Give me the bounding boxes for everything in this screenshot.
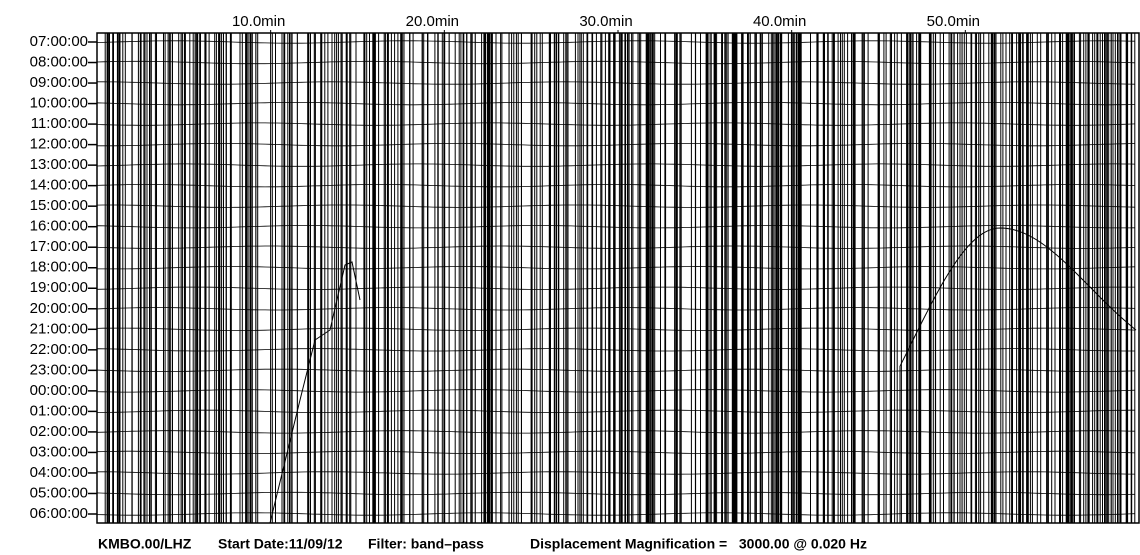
trace-line — [96, 122, 1136, 126]
trace-clipping — [104, 33, 1136, 523]
row-label: 06:00:00 — [30, 505, 88, 522]
trace-line — [96, 286, 1135, 290]
trace-line — [96, 163, 1136, 167]
start-date: Start Date:11/09/12 — [218, 536, 343, 552]
row-label: 03:00:00 — [30, 443, 88, 460]
row-label: 00:00:00 — [30, 382, 88, 399]
trace-line — [96, 81, 1136, 85]
x-tick-label: 10.0min — [232, 13, 285, 30]
row-label: 07:00:00 — [30, 33, 88, 50]
magnification: Displacement Magnification = 3000.00 @ 0… — [530, 536, 867, 552]
station: KMBO.00/LHZ — [98, 536, 192, 552]
plot-frame — [96, 32, 1140, 524]
trace-line — [96, 266, 1136, 270]
trace-line — [96, 348, 1135, 352]
row-label: 14:00:00 — [30, 177, 88, 194]
row-label: 10:00:00 — [30, 95, 88, 112]
row-label: 11:00:00 — [31, 115, 88, 132]
row-label: 04:00:00 — [30, 464, 88, 481]
trace-line — [96, 327, 1136, 331]
row-label: 23:00:00 — [30, 361, 88, 378]
row-label: 16:00:00 — [30, 218, 88, 235]
row-label: 12:00:00 — [30, 136, 88, 153]
x-tick-label: 50.0min — [927, 13, 980, 30]
row-label: 22:00:00 — [30, 341, 88, 358]
row-label: 20:00:00 — [30, 300, 88, 317]
x-tick-label: 30.0min — [579, 13, 632, 30]
trace-line — [96, 368, 1136, 372]
trace-line — [96, 512, 1136, 516]
trace-line — [96, 430, 1136, 434]
trace-line — [96, 471, 1135, 475]
trace-line — [96, 143, 1136, 147]
trace-curve — [899, 227, 1137, 523]
trace-line — [96, 245, 1136, 249]
row-label: 19:00:00 — [30, 279, 88, 296]
row-label: 08:00:00 — [30, 53, 88, 70]
trace-line — [96, 491, 1136, 496]
traces — [96, 33, 1137, 524]
trace-line — [96, 40, 1136, 44]
row-label: 17:00:00 — [30, 238, 88, 255]
trace-line — [96, 184, 1136, 188]
trace-line — [96, 307, 1136, 311]
trace-line — [96, 60, 1136, 65]
trace-line — [96, 204, 1136, 208]
filter: Filter: band–pass — [368, 536, 484, 552]
row-label: 02:00:00 — [30, 423, 88, 440]
row-label: 18:00:00 — [30, 259, 88, 276]
x-tick-label: 20.0min — [406, 13, 459, 30]
row-label: 21:00:00 — [30, 320, 88, 337]
trace-line — [96, 225, 1136, 229]
trace-line — [96, 450, 1136, 454]
trace-line — [96, 409, 1135, 414]
row-label: 15:00:00 — [30, 197, 88, 214]
x-tick-label: 40.0min — [753, 13, 806, 30]
row-label: 09:00:00 — [30, 74, 88, 91]
row-label: 01:00:00 — [30, 402, 88, 419]
trace-curve — [269, 261, 361, 524]
row-label: 13:00:00 — [30, 156, 88, 173]
row-label: 05:00:00 — [30, 484, 88, 501]
trace-line — [96, 389, 1136, 393]
trace-line — [96, 102, 1136, 106]
